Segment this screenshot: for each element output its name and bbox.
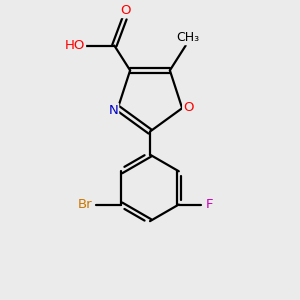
- Text: F: F: [206, 198, 213, 211]
- Text: N: N: [109, 104, 118, 117]
- Text: HO: HO: [65, 38, 85, 52]
- Text: Br: Br: [78, 198, 92, 211]
- Text: CH₃: CH₃: [176, 31, 200, 44]
- Text: O: O: [120, 4, 131, 17]
- Text: O: O: [183, 100, 194, 114]
